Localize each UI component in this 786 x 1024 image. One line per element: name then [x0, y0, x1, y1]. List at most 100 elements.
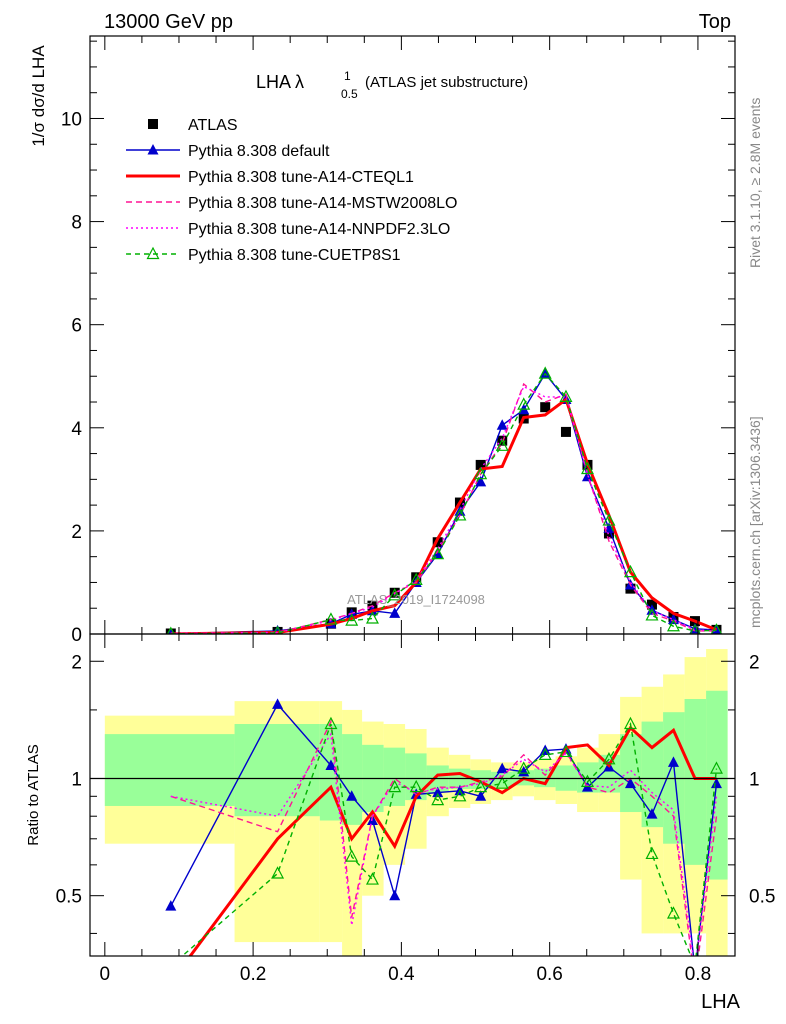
xtick-label: 0.2: [240, 964, 266, 985]
ylabel-text: 1/σ dσ/d LHA: [29, 45, 48, 147]
main-ylabel: 1/σ dσ/d LHA: [29, 45, 48, 147]
ratio-ytick-label: 2: [71, 652, 82, 673]
band-green: [383, 747, 406, 806]
main-frame: [89, 35, 736, 635]
series-point-0: [475, 790, 487, 801]
series-point-4: [388, 779, 402, 793]
series-point-5: [623, 564, 637, 578]
series-point-0: [272, 698, 284, 709]
series-point-1: [496, 419, 508, 430]
ratio-ytick-label-right: 0.5: [749, 887, 775, 908]
ratio-ytick-label: 1: [71, 769, 82, 790]
series-point-5: [388, 588, 402, 601]
series-point-5: [666, 618, 680, 632]
series-point-4: [623, 716, 637, 730]
legend: ATLAS Pythia 8.308 default Pythia 8.308 tu…: [126, 117, 457, 264]
ratio-ylabel-text: Ratio to ATLAS: [25, 744, 42, 845]
title-sup: 1: [344, 69, 351, 83]
series-point-0: [710, 777, 722, 789]
header-left: 13000 GeV pp: [104, 11, 233, 33]
ratio-ytick-label-right: 2: [749, 652, 760, 673]
band-green: [684, 699, 707, 865]
ratio-series: [165, 698, 723, 971]
main-series: [165, 366, 723, 634]
series-point-5: [559, 389, 573, 402]
series-point-4: [409, 779, 423, 793]
series-point-5: [602, 513, 616, 526]
series-point-0: [165, 900, 177, 911]
title-main: LHA λ: [256, 72, 304, 92]
series-point-0: [432, 786, 444, 798]
header-right: Top: [699, 11, 731, 33]
xtick-label: 0.6: [536, 964, 562, 985]
axes: 0 2 4 6 8 10 0.5 0.5 1 1 2 2 0 0.2 0.4 0.6 0.8: [56, 35, 775, 985]
xtick-label: 0: [100, 964, 111, 985]
ytick-label: 0: [71, 625, 82, 646]
series-point-0: [667, 756, 679, 767]
series-line-5: [170, 372, 717, 634]
series-point-5: [517, 397, 531, 410]
series-point-5: [495, 438, 509, 451]
series-point-4: [580, 774, 594, 787]
series-point-4: [271, 866, 285, 879]
series-point-4: [602, 752, 616, 765]
ytick-label: 8: [71, 213, 82, 234]
legend-label: Pythia 8.308 tune-A14-MSTW2008LO: [188, 195, 457, 212]
legend-label: Pythia 8.308 default: [188, 143, 330, 160]
series-point-1: [603, 522, 615, 533]
xlabel: LHA: [701, 991, 741, 1013]
series-line-4: [170, 385, 717, 634]
series-point-5: [580, 461, 594, 475]
series-point-4: [495, 776, 509, 789]
series-point-0: [624, 777, 636, 789]
series-point-4: [431, 792, 445, 806]
ratio-frame: [89, 633, 736, 957]
series-point-4: [365, 872, 379, 885]
series-point-5: [710, 623, 723, 634]
series-point-4: [324, 716, 338, 730]
series-point-0: [325, 759, 337, 770]
legend-label: Pythia 8.308 tune-A14-NNPDF2.3LO: [188, 221, 450, 238]
series-point-5: [324, 612, 338, 625]
series-point-5: [431, 546, 445, 560]
series-point-0: [389, 889, 401, 901]
title-sub: 0.5: [341, 87, 358, 101]
series-line-2: [170, 396, 718, 634]
watermark: ATLAS_2019_I1724098: [347, 592, 485, 607]
ytick-label: 6: [71, 316, 82, 337]
xtick-label: 0.8: [685, 964, 711, 985]
band-green: [234, 724, 320, 817]
atlas-point: [475, 459, 486, 470]
atlas-point: [603, 528, 614, 539]
series-point-5: [345, 613, 359, 626]
series-point-1: [432, 548, 444, 559]
series-point-4: [538, 747, 552, 760]
series-point-1: [667, 613, 679, 625]
series-point-4: [165, 960, 176, 971]
ytick-label: 10: [61, 109, 82, 130]
main-title: LHA λ 1 0.5 (ATLAS jet substructure): [256, 69, 528, 101]
series-point-5: [645, 608, 659, 621]
series-point-5: [409, 572, 423, 585]
ratio-bands: [104, 649, 728, 956]
series-point-0: [646, 808, 658, 819]
series-point-5: [474, 466, 488, 480]
atlas-point: [560, 426, 571, 437]
series-point-5: [365, 611, 379, 624]
svg-text:LHA λ: LHA λ: [256, 72, 304, 92]
legend-label: Pythia 8.308 tune-A14-CTEQL1: [188, 169, 414, 186]
series-point-0: [346, 790, 358, 801]
legend-marker: [148, 119, 158, 129]
mcplots-label: mcplots.cern.ch [arXiv:1306.3436]: [747, 416, 763, 628]
series-point-1: [475, 475, 487, 487]
series-point-4: [517, 761, 531, 774]
series-line-4: [181, 722, 718, 956]
legend-marker: [147, 144, 159, 155]
series-point-4: [474, 779, 488, 793]
series-point-5: [538, 366, 552, 379]
legend-label: ATLAS: [188, 117, 238, 134]
band-green: [319, 724, 343, 821]
series-line-3: [170, 732, 718, 956]
series-point-4: [666, 906, 680, 919]
series-point-4: [453, 789, 467, 802]
